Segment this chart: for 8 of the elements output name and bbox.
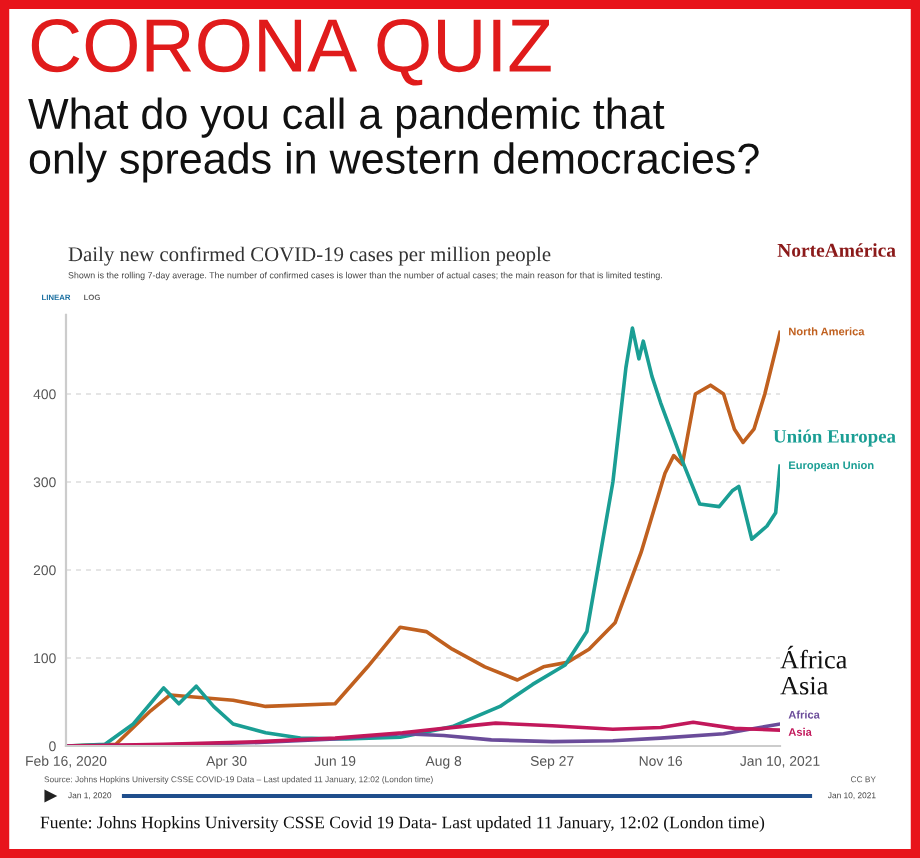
annotation: Unión Europea <box>773 429 896 447</box>
chart-subtitle: What do you call a pandemic that only spreads in western democracies? <box>28 97 759 183</box>
text: África <box>780 645 848 669</box>
text: Daily new confirmed COVID-19 cases per million people <box>68 246 551 266</box>
chart-title: CORONA QUIZ <box>31 19 551 86</box>
text: Asia <box>780 676 829 695</box>
text: NorteAmérica <box>777 243 896 257</box>
source-note: Fuente: Johns Hopkins University CSSE Covid 19 Data- Last updated 11 January, 12:02 (London time) <box>40 816 765 832</box>
